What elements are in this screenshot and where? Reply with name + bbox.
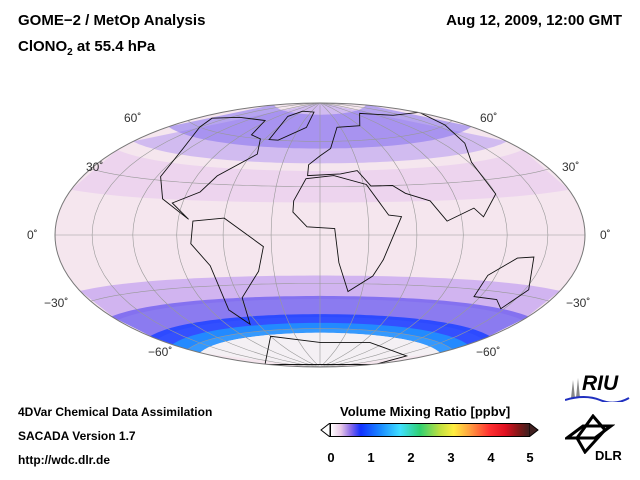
south-vortex-bright bbox=[172, 322, 468, 353]
colorbar-tick-1: 1 bbox=[367, 450, 375, 465]
colorbar-tick-3: 3 bbox=[447, 450, 455, 465]
coastline-eurasia bbox=[307, 111, 497, 222]
footer-line-2: SACADA Version 1.7 bbox=[18, 429, 136, 443]
longitude-line bbox=[319, 103, 418, 367]
colorbar-tick-0: 0 bbox=[327, 450, 335, 465]
subtitle: ClONO2 at 55.4 hPa bbox=[18, 38, 155, 58]
lat-label-right-60: 60˚ bbox=[480, 111, 498, 125]
colorbar-over-arrow bbox=[529, 423, 539, 437]
lat-label-right-30: 30˚ bbox=[562, 160, 580, 174]
riu-logo: RIU bbox=[565, 372, 630, 402]
lat-label-left-60: 60˚ bbox=[124, 111, 142, 125]
lat-label-left-m30: −30˚ bbox=[44, 296, 69, 310]
footer-line-1: 4DVar Chemical Data Assimilation bbox=[18, 405, 213, 419]
longitude-line bbox=[319, 103, 370, 367]
lat-label-right-0: 0˚ bbox=[600, 228, 611, 242]
datetime: Aug 12, 2009, 12:00 GMT bbox=[446, 12, 622, 29]
species: ClONO bbox=[18, 38, 68, 55]
title: GOME−2 / MetOp Analysis bbox=[18, 12, 206, 29]
longitude-line bbox=[319, 103, 508, 367]
dlr-logo: DLR bbox=[565, 414, 630, 464]
coastline-north-america bbox=[160, 116, 267, 220]
colorbar-tick-4: 4 bbox=[487, 450, 495, 465]
colorbar-tick-5: 5 bbox=[526, 450, 534, 465]
colorbar-tick-2: 2 bbox=[407, 450, 415, 465]
pressure-level: at 55.4 hPa bbox=[72, 38, 156, 55]
lat-label-right-m60: −60˚ bbox=[476, 345, 501, 359]
longitude-line bbox=[132, 103, 321, 367]
species-subscript: 2 bbox=[67, 47, 73, 58]
coastline-greenland bbox=[268, 110, 315, 141]
lat-label-left-30: 30˚ bbox=[86, 160, 104, 174]
coastline-australia bbox=[473, 256, 535, 310]
longitude-line bbox=[176, 103, 321, 367]
colorbar bbox=[330, 423, 530, 437]
lat-label-right-m30: −30˚ bbox=[566, 296, 591, 310]
longitude-line bbox=[222, 103, 321, 367]
longitude-line bbox=[270, 103, 321, 367]
south-vortex-edge bbox=[149, 314, 491, 350]
lat-label-left-0: 0˚ bbox=[27, 228, 38, 242]
coastline-south-america bbox=[190, 217, 264, 326]
lat-label-left-m60: −60˚ bbox=[148, 345, 173, 359]
colorbar-title: Volume Mixing Ratio [ppbv] bbox=[340, 404, 511, 419]
footer-link[interactable]: http://wdc.dlr.de bbox=[18, 453, 110, 467]
longitude-line bbox=[319, 103, 549, 367]
south-blue-band bbox=[111, 295, 529, 340]
longitude-line bbox=[319, 103, 464, 367]
coastline-africa bbox=[292, 175, 403, 293]
